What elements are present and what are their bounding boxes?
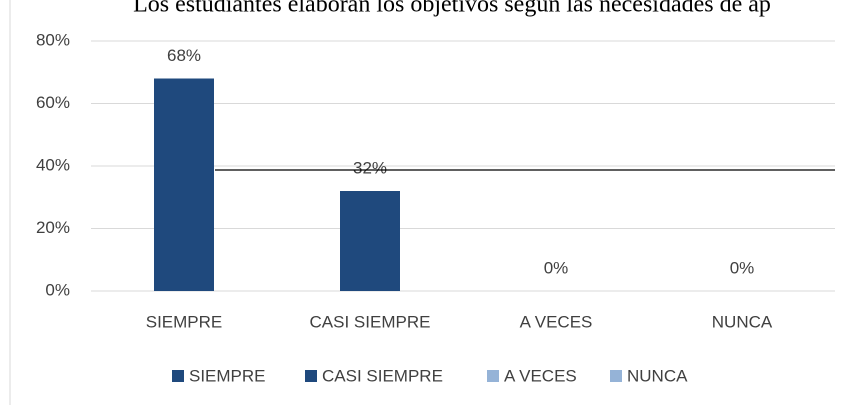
x-tick-label: A VECES — [520, 312, 593, 331]
legend-label: NUNCA — [627, 366, 688, 385]
bar — [154, 78, 214, 291]
data-label: 0% — [544, 258, 569, 277]
chart-title: Los estudiantes elaboran los objetivos s… — [133, 0, 771, 18]
legend-label: SIEMPRE — [189, 366, 266, 385]
data-label: 0% — [730, 258, 755, 277]
bar — [340, 191, 400, 291]
legend-swatch — [172, 370, 184, 382]
y-tick-label: 40% — [36, 155, 70, 174]
x-tick-label: NUNCA — [712, 312, 773, 331]
y-tick-label: 20% — [36, 218, 70, 237]
legend-swatch — [305, 370, 317, 382]
legend-label: A VECES — [504, 366, 577, 385]
y-tick-label: 0% — [45, 280, 70, 299]
legend-swatch — [487, 370, 499, 382]
legend-swatch — [610, 370, 622, 382]
x-tick-label: CASI SIEMPRE — [310, 312, 431, 331]
chart-frame — [9, 0, 11, 410]
data-label: 68% — [167, 46, 201, 65]
data-label: 32% — [353, 158, 387, 177]
x-tick-label: SIEMPRE — [146, 312, 223, 331]
legend-label: CASI SIEMPRE — [322, 366, 443, 385]
y-tick-label: 60% — [36, 93, 70, 112]
y-tick-label: 80% — [36, 30, 70, 49]
